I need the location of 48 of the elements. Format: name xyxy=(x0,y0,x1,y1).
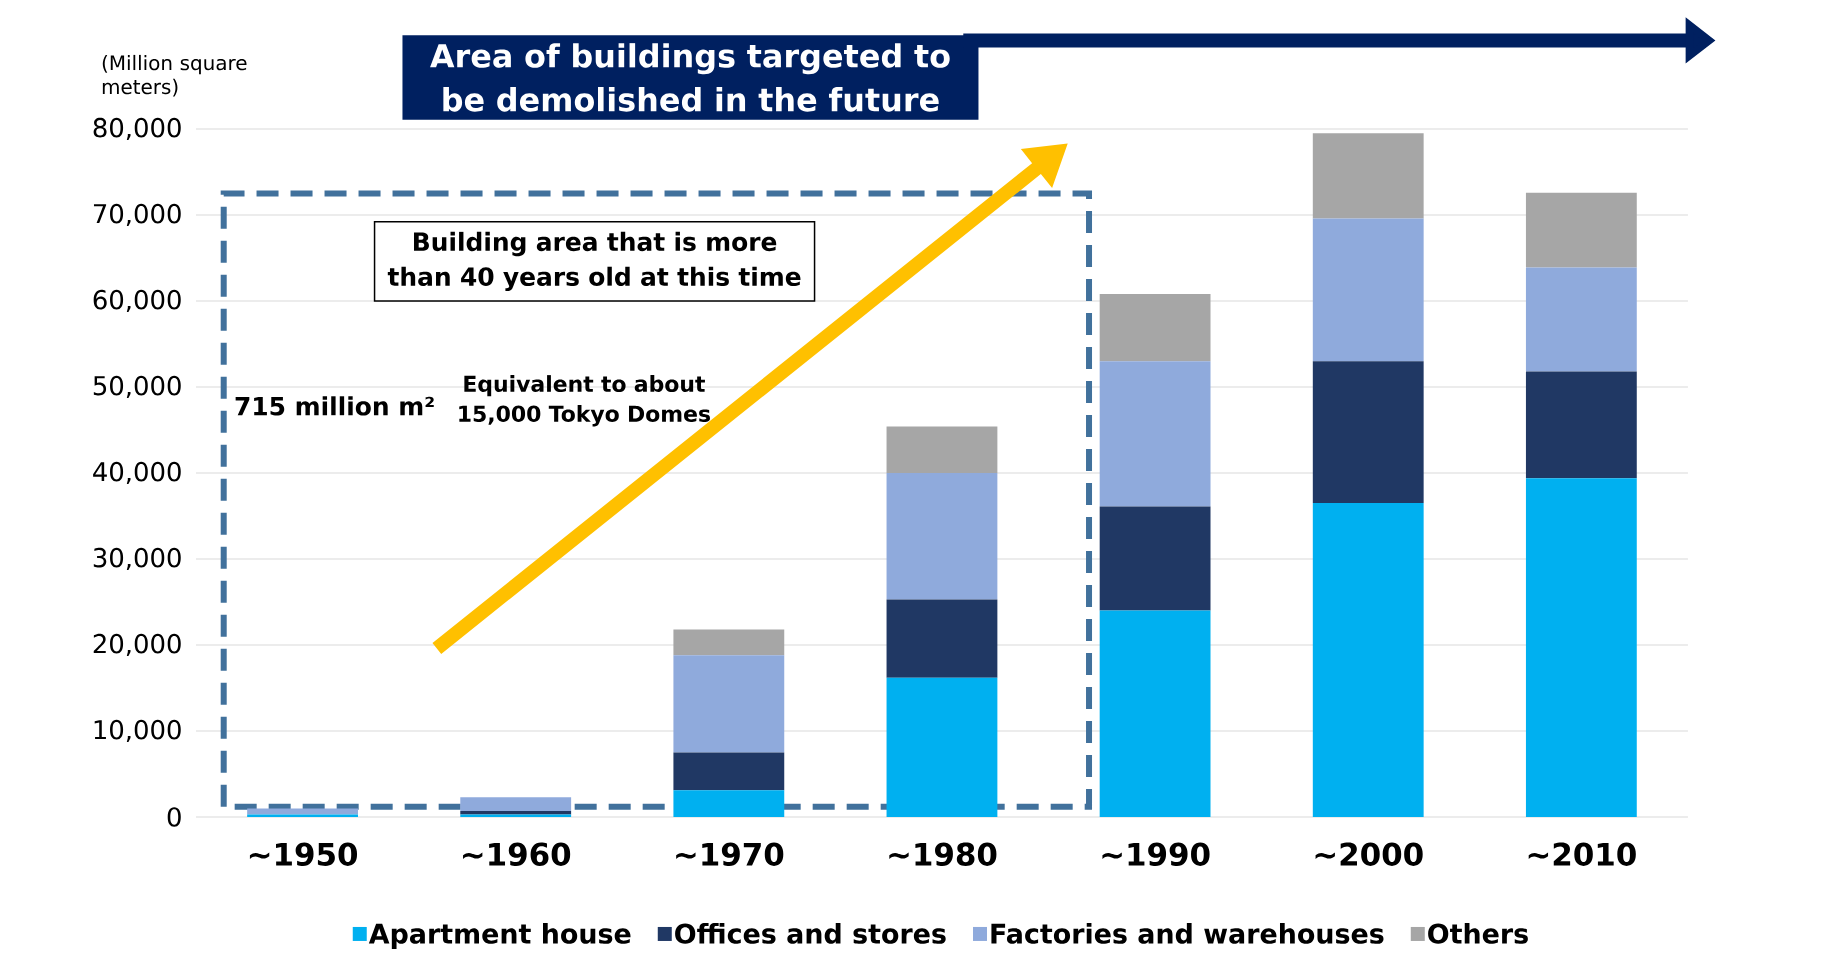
bar xyxy=(1099,361,1211,507)
y-tick-label: 10,000 xyxy=(94,719,181,743)
x-tick-label: ∼1970 xyxy=(676,842,784,866)
bar xyxy=(886,599,998,678)
bar xyxy=(1525,478,1637,817)
annotation: Equivalent to about 15,000 Tokyo Domes xyxy=(459,375,710,427)
x-tick-label: ∼1990 xyxy=(1102,842,1210,866)
legend-label: Factories and warehouses xyxy=(991,922,1384,944)
bar xyxy=(886,677,998,817)
legend-label: Others xyxy=(1428,922,1528,944)
bar xyxy=(1312,218,1424,362)
bar xyxy=(247,814,358,817)
bar xyxy=(247,808,358,815)
bar xyxy=(673,790,785,817)
x-tick-label: ∼2000 xyxy=(1315,842,1423,866)
annotation: Building area that is more than 40 years old at this time xyxy=(387,231,801,292)
x-tick-label: ∼1980 xyxy=(889,842,997,866)
x-tick-label: ∼1960 xyxy=(463,842,571,866)
y-tick-label: 40,000 xyxy=(93,461,181,485)
bar xyxy=(1525,267,1637,372)
y-tick-label: 60,000 xyxy=(93,289,181,313)
text: Area of buildings targeted to be demolished in the future xyxy=(430,43,950,112)
bar xyxy=(886,473,998,600)
bar xyxy=(673,655,785,753)
legend-label: Apartment house xyxy=(368,922,631,950)
y-tick-label: 70,000 xyxy=(93,203,181,227)
annotation: 715 million m² xyxy=(235,396,434,416)
y-tick-label: 0 xyxy=(167,807,181,827)
bar xyxy=(1099,610,1211,817)
bar xyxy=(1525,192,1637,268)
bar xyxy=(1312,361,1424,504)
bar xyxy=(673,752,785,791)
bar xyxy=(1312,503,1424,817)
bar xyxy=(1099,506,1211,611)
bar xyxy=(1099,294,1211,362)
bar xyxy=(1312,133,1424,219)
x-tick-label: ∼1950 xyxy=(249,842,358,866)
x-tick-label: ∼2010 xyxy=(1528,842,1636,866)
bar xyxy=(886,426,998,473)
y-tick-label: 80,000 xyxy=(93,117,181,141)
y-axis-title: (Million square meters) xyxy=(102,54,247,97)
bar xyxy=(1525,371,1637,479)
bar xyxy=(460,797,572,811)
y-tick-label: 30,000 xyxy=(93,547,181,571)
y-tick-label: 20,000 xyxy=(93,633,181,657)
legend-label: Offices and stores xyxy=(675,922,946,944)
bar xyxy=(673,629,785,656)
y-tick-label: 50,000 xyxy=(93,375,181,399)
